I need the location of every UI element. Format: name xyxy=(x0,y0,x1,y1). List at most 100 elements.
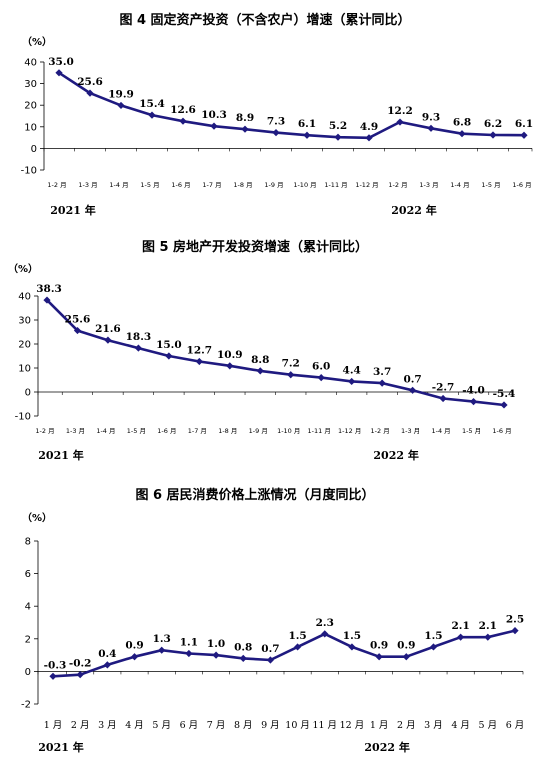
data-label: 10.3 xyxy=(201,109,227,121)
data-point xyxy=(484,633,492,641)
data-label: 15.4 xyxy=(139,98,165,110)
y-tick-label: -2 xyxy=(21,700,31,711)
x-tick-label: 1-8 月 xyxy=(233,181,252,189)
data-label: -4.0 xyxy=(462,385,485,397)
data-point xyxy=(148,111,156,119)
x-tick-label: 1-6 月 xyxy=(157,427,176,435)
data-label: 6.8 xyxy=(453,117,471,129)
data-point xyxy=(500,401,508,409)
data-point xyxy=(317,374,325,382)
y-tick-label: 0 xyxy=(31,144,37,155)
data-label: 10.9 xyxy=(217,349,243,361)
data-label: 5.2 xyxy=(329,120,347,132)
data-label: 18.3 xyxy=(126,331,152,343)
x-tick-label: 8 月 xyxy=(234,720,253,731)
x-tick-label: 1-5 月 xyxy=(127,427,146,435)
series-line xyxy=(58,71,525,140)
data-label: -5.4 xyxy=(493,388,516,400)
data-point xyxy=(287,371,295,379)
year-label: 2022 年 xyxy=(364,740,409,754)
x-tick-label: 7 月 xyxy=(207,720,226,731)
data-label: 1.5 xyxy=(343,630,361,642)
x-tick-label: 1-11 月 xyxy=(324,181,347,189)
y-tick-label: 0 xyxy=(25,667,31,678)
x-tick-label: 1 月 xyxy=(370,720,389,731)
x-tick-label: 1-4 月 xyxy=(96,427,115,435)
x-tick-label: 1-8 月 xyxy=(218,427,237,435)
data-label: 38.3 xyxy=(36,283,62,295)
data-label: 2.1 xyxy=(452,620,470,632)
y-tick-label: 30 xyxy=(18,316,31,327)
x-tick-label: 1-11 月 xyxy=(308,427,331,435)
data-label: -0.3 xyxy=(44,659,67,671)
x-tick-label: 1-6 月 xyxy=(492,427,511,435)
x-tick-label: 1-3 月 xyxy=(401,427,420,435)
x-tick-label: 12 月 xyxy=(340,720,365,731)
data-point xyxy=(226,362,234,370)
y-tick-label: -10 xyxy=(15,412,31,423)
data-point xyxy=(212,651,220,659)
data-label: 1.0 xyxy=(207,638,225,650)
x-tick-label: 1-6 月 xyxy=(171,181,190,189)
series-line xyxy=(52,629,516,678)
x-tick-label: 1-10 月 xyxy=(293,181,316,189)
data-label: 0.7 xyxy=(403,373,421,385)
data-label: 12.2 xyxy=(387,105,413,117)
data-point xyxy=(429,643,438,651)
x-tick-label: 3 月 xyxy=(424,720,443,731)
data-label: 9.3 xyxy=(422,111,440,123)
data-point xyxy=(195,357,203,366)
data-label: 6.1 xyxy=(298,118,316,130)
data-label: 1.5 xyxy=(424,630,442,642)
series-line xyxy=(46,299,505,407)
chart-real-estate-investment: 图 5 房地产开发投资增速（累计同比） （%） -10 0 10 20 30 40 1-2 月 1… xyxy=(8,239,516,462)
y-tick-label: 6 xyxy=(25,569,31,580)
x-tick-label: 1-7 月 xyxy=(202,181,221,189)
data-point xyxy=(458,130,466,138)
data-point xyxy=(520,131,528,139)
data-point xyxy=(134,344,142,352)
y-tick-label: 30 xyxy=(24,79,37,90)
y-tick-label: 20 xyxy=(24,101,37,112)
chart-panel-real-estate-investment: 图 5 房地产开发投资增速（累计同比） （%） -10 0 10 20 30 40 1-2 月 1… xyxy=(0,235,543,465)
y-axis-unit: （%） xyxy=(8,262,38,275)
chart-title: 图 5 房地产开发投资增速（累计同比） xyxy=(142,239,368,255)
y-axis-unit: （%） xyxy=(22,35,52,48)
data-point xyxy=(457,633,465,641)
x-tick-label: 11 月 xyxy=(312,720,337,731)
data-point xyxy=(55,69,63,77)
x-tick-label: 1-5 月 xyxy=(140,181,159,189)
data-label: 1.5 xyxy=(288,630,306,642)
x-tick-label: 1-5 月 xyxy=(481,181,500,189)
x-tick-label: 1-5 月 xyxy=(462,427,481,435)
x-tick-label: 1-3 月 xyxy=(419,181,438,189)
data-point xyxy=(511,627,519,635)
x-tick-label: 1-12 月 xyxy=(355,181,378,189)
x-tick-label: 1-9 月 xyxy=(249,427,268,435)
data-label: -0.2 xyxy=(69,658,92,670)
y-tick-label: 2 xyxy=(25,634,31,645)
data-point xyxy=(489,131,497,139)
y-tick-label: 40 xyxy=(24,58,37,69)
data-label: 12.7 xyxy=(187,345,213,357)
y-tick-label: 40 xyxy=(18,292,31,303)
data-point xyxy=(469,398,478,406)
x-tick-label: 6 月 xyxy=(180,720,199,731)
x-tick-label: 1-3 月 xyxy=(78,181,97,189)
data-label: 4.9 xyxy=(360,121,378,133)
x-tick-label: 2 月 xyxy=(71,720,90,731)
data-point xyxy=(365,134,373,142)
data-label: 35.0 xyxy=(48,56,74,68)
data-label: 12.6 xyxy=(170,104,196,116)
x-tick-label: 1-12 月 xyxy=(338,427,361,435)
data-point xyxy=(375,653,383,661)
data-label: 0.4 xyxy=(98,648,116,660)
data-point xyxy=(104,336,112,344)
data-point xyxy=(49,672,57,680)
data-point xyxy=(179,117,187,125)
y-tick-label: 10 xyxy=(18,364,31,375)
y-tick-label: 20 xyxy=(18,340,31,351)
data-point xyxy=(402,653,410,661)
y-tick-label: -10 xyxy=(21,166,37,177)
x-tick-label: 1-10 月 xyxy=(277,427,300,435)
